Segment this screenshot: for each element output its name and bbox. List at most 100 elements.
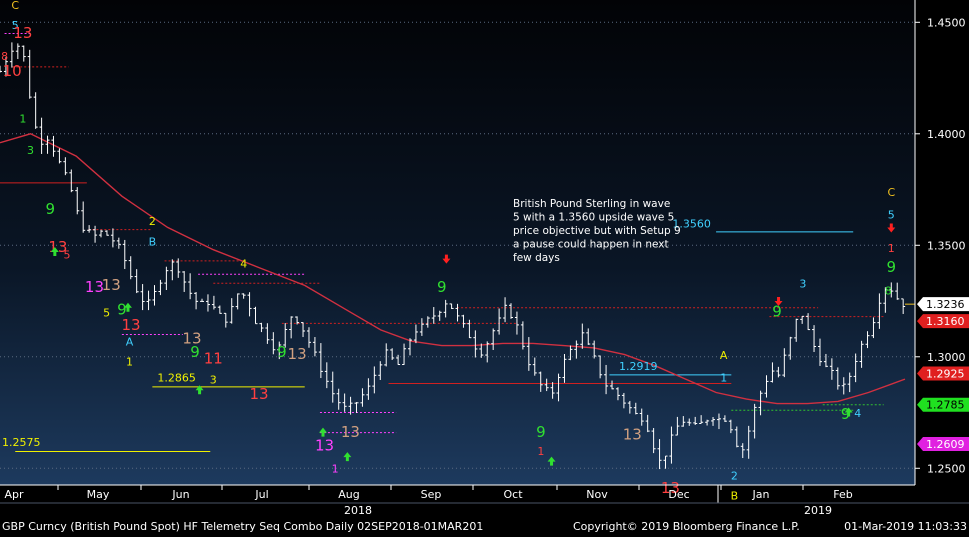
ohlc-bar xyxy=(419,318,424,336)
seq-count-label: 13 xyxy=(13,24,32,42)
ohlc-bar xyxy=(306,327,311,348)
ohlc-bar xyxy=(413,324,418,344)
ohlc-bar xyxy=(194,292,199,310)
ohlc-bar xyxy=(366,378,371,400)
seq-count-label: 3 xyxy=(799,278,806,291)
x-month-label: Dec xyxy=(668,488,689,501)
seq-count-label: 5 xyxy=(888,209,895,222)
ohlc-bar xyxy=(39,117,44,154)
up-arrow-icon xyxy=(547,456,556,466)
ohlc-bar xyxy=(110,228,115,248)
ohlc-bar xyxy=(835,367,840,390)
ohlc-bar xyxy=(372,366,377,394)
seq-count-label: 9 xyxy=(887,258,897,276)
x-month-label: Sep xyxy=(421,488,442,501)
x-month-label: Nov xyxy=(586,488,608,501)
ohlc-bar xyxy=(241,293,246,299)
ohlc-bar xyxy=(479,343,484,358)
ohlc-bar xyxy=(538,371,543,392)
ohlc-bar xyxy=(152,285,157,306)
ohlc-bar xyxy=(9,42,14,68)
y-tick-label: 1.2500 xyxy=(927,462,966,475)
ohlc-bar xyxy=(711,417,716,426)
grid-lines xyxy=(0,21,915,469)
x-month-label: Jul xyxy=(254,488,268,501)
ohlc-bar xyxy=(449,303,454,310)
seq-count-label: 2 xyxy=(149,215,156,228)
price-tag-text: 1.2609 xyxy=(926,438,965,451)
ohlc-bar xyxy=(354,402,359,413)
ohlc-bar xyxy=(829,358,834,380)
ohlc-bar xyxy=(651,428,656,454)
level-label: 1.2575 xyxy=(2,436,41,449)
x-year-label: 2019 xyxy=(804,504,832,517)
ohlc-bar xyxy=(877,293,882,329)
seq-count-label: 11 xyxy=(204,349,223,367)
ohlc-bar xyxy=(342,393,347,412)
ohlc-bar xyxy=(407,338,412,356)
seq-count-label: 1 xyxy=(332,463,339,476)
ohlc-bar xyxy=(859,340,864,368)
ohlc-bar xyxy=(699,415,704,425)
ohlc-bar xyxy=(473,330,478,358)
price-tag-shape xyxy=(917,297,969,312)
ohlc-bar xyxy=(586,328,591,345)
x-month-label: Oct xyxy=(503,488,523,501)
ohlc-bar xyxy=(788,336,793,360)
seq-count-label: 9 xyxy=(841,405,851,423)
ohlc-bar xyxy=(431,307,436,324)
up-arrow-icon xyxy=(123,302,132,312)
annotation-line: a pause could happen in next xyxy=(513,239,669,251)
ohlc-bar xyxy=(443,299,448,318)
ohlc-bar xyxy=(509,303,514,319)
ohlc-bar xyxy=(633,402,638,415)
ohlc-bar xyxy=(15,43,20,60)
ohlc-bar xyxy=(621,392,626,409)
ohlc-bar xyxy=(615,387,620,401)
seq-count-label: 10 xyxy=(3,62,22,80)
ohlc-bar xyxy=(134,269,139,294)
price-tag-text: 1.3236 xyxy=(926,298,965,311)
footer-timestamp: 01-Mar-2019 11:03:33 xyxy=(844,520,967,533)
plot-background xyxy=(0,0,915,485)
ohlc-bar xyxy=(128,256,133,280)
ohlc-bar xyxy=(301,322,306,338)
ohlc-bar xyxy=(883,287,888,313)
level-lines xyxy=(0,32,915,453)
seq-count-label: 9 xyxy=(772,303,782,321)
ohlc-bar xyxy=(324,362,329,389)
ohlc-bar xyxy=(782,348,787,378)
ohlc-bar xyxy=(550,382,555,399)
seq-count-label: C xyxy=(887,186,895,199)
ohlc-bar xyxy=(645,414,650,433)
ohlc-bar xyxy=(503,297,508,323)
ohlc-bar xyxy=(794,318,799,342)
ohlc-bar xyxy=(104,230,109,236)
ohlc-bar xyxy=(378,361,383,380)
ohlc-bar xyxy=(823,353,828,368)
price-tag-text: 1.2925 xyxy=(926,368,965,381)
ohlc-bar xyxy=(455,303,460,322)
seq-count-label: 13 xyxy=(182,329,201,347)
ohlc-bar xyxy=(592,340,597,359)
ohlc-bar xyxy=(33,92,38,129)
price-tag: 1.3160 xyxy=(917,314,969,329)
level-value-labels: 1.2865 1.2575 1.2919 1.3560 xyxy=(2,217,711,449)
ohlc-bar xyxy=(728,419,733,434)
price-tag-shape xyxy=(917,314,969,329)
ohlc-bar xyxy=(437,310,442,321)
ohlc-bar xyxy=(277,341,282,360)
ohlc-bar xyxy=(841,377,846,395)
seq-count-label: 8 xyxy=(1,50,8,63)
seq-count-label: 13 xyxy=(315,436,334,454)
up-arrow-icon xyxy=(343,452,352,462)
y-tick-label: 1.3000 xyxy=(927,351,966,364)
x-axis: Apr May Jun Jul Aug Sep Oct Nov Dec Jan Feb 2018 201… xyxy=(0,484,915,517)
down-arrow-icon xyxy=(887,223,896,233)
ohlc-bar xyxy=(99,229,104,238)
ohlc-bar xyxy=(75,187,80,215)
seq-count-label: 5 xyxy=(64,249,71,262)
y-tick-label: 1.3500 xyxy=(927,239,966,252)
seq-count-label: 5 xyxy=(12,19,19,32)
